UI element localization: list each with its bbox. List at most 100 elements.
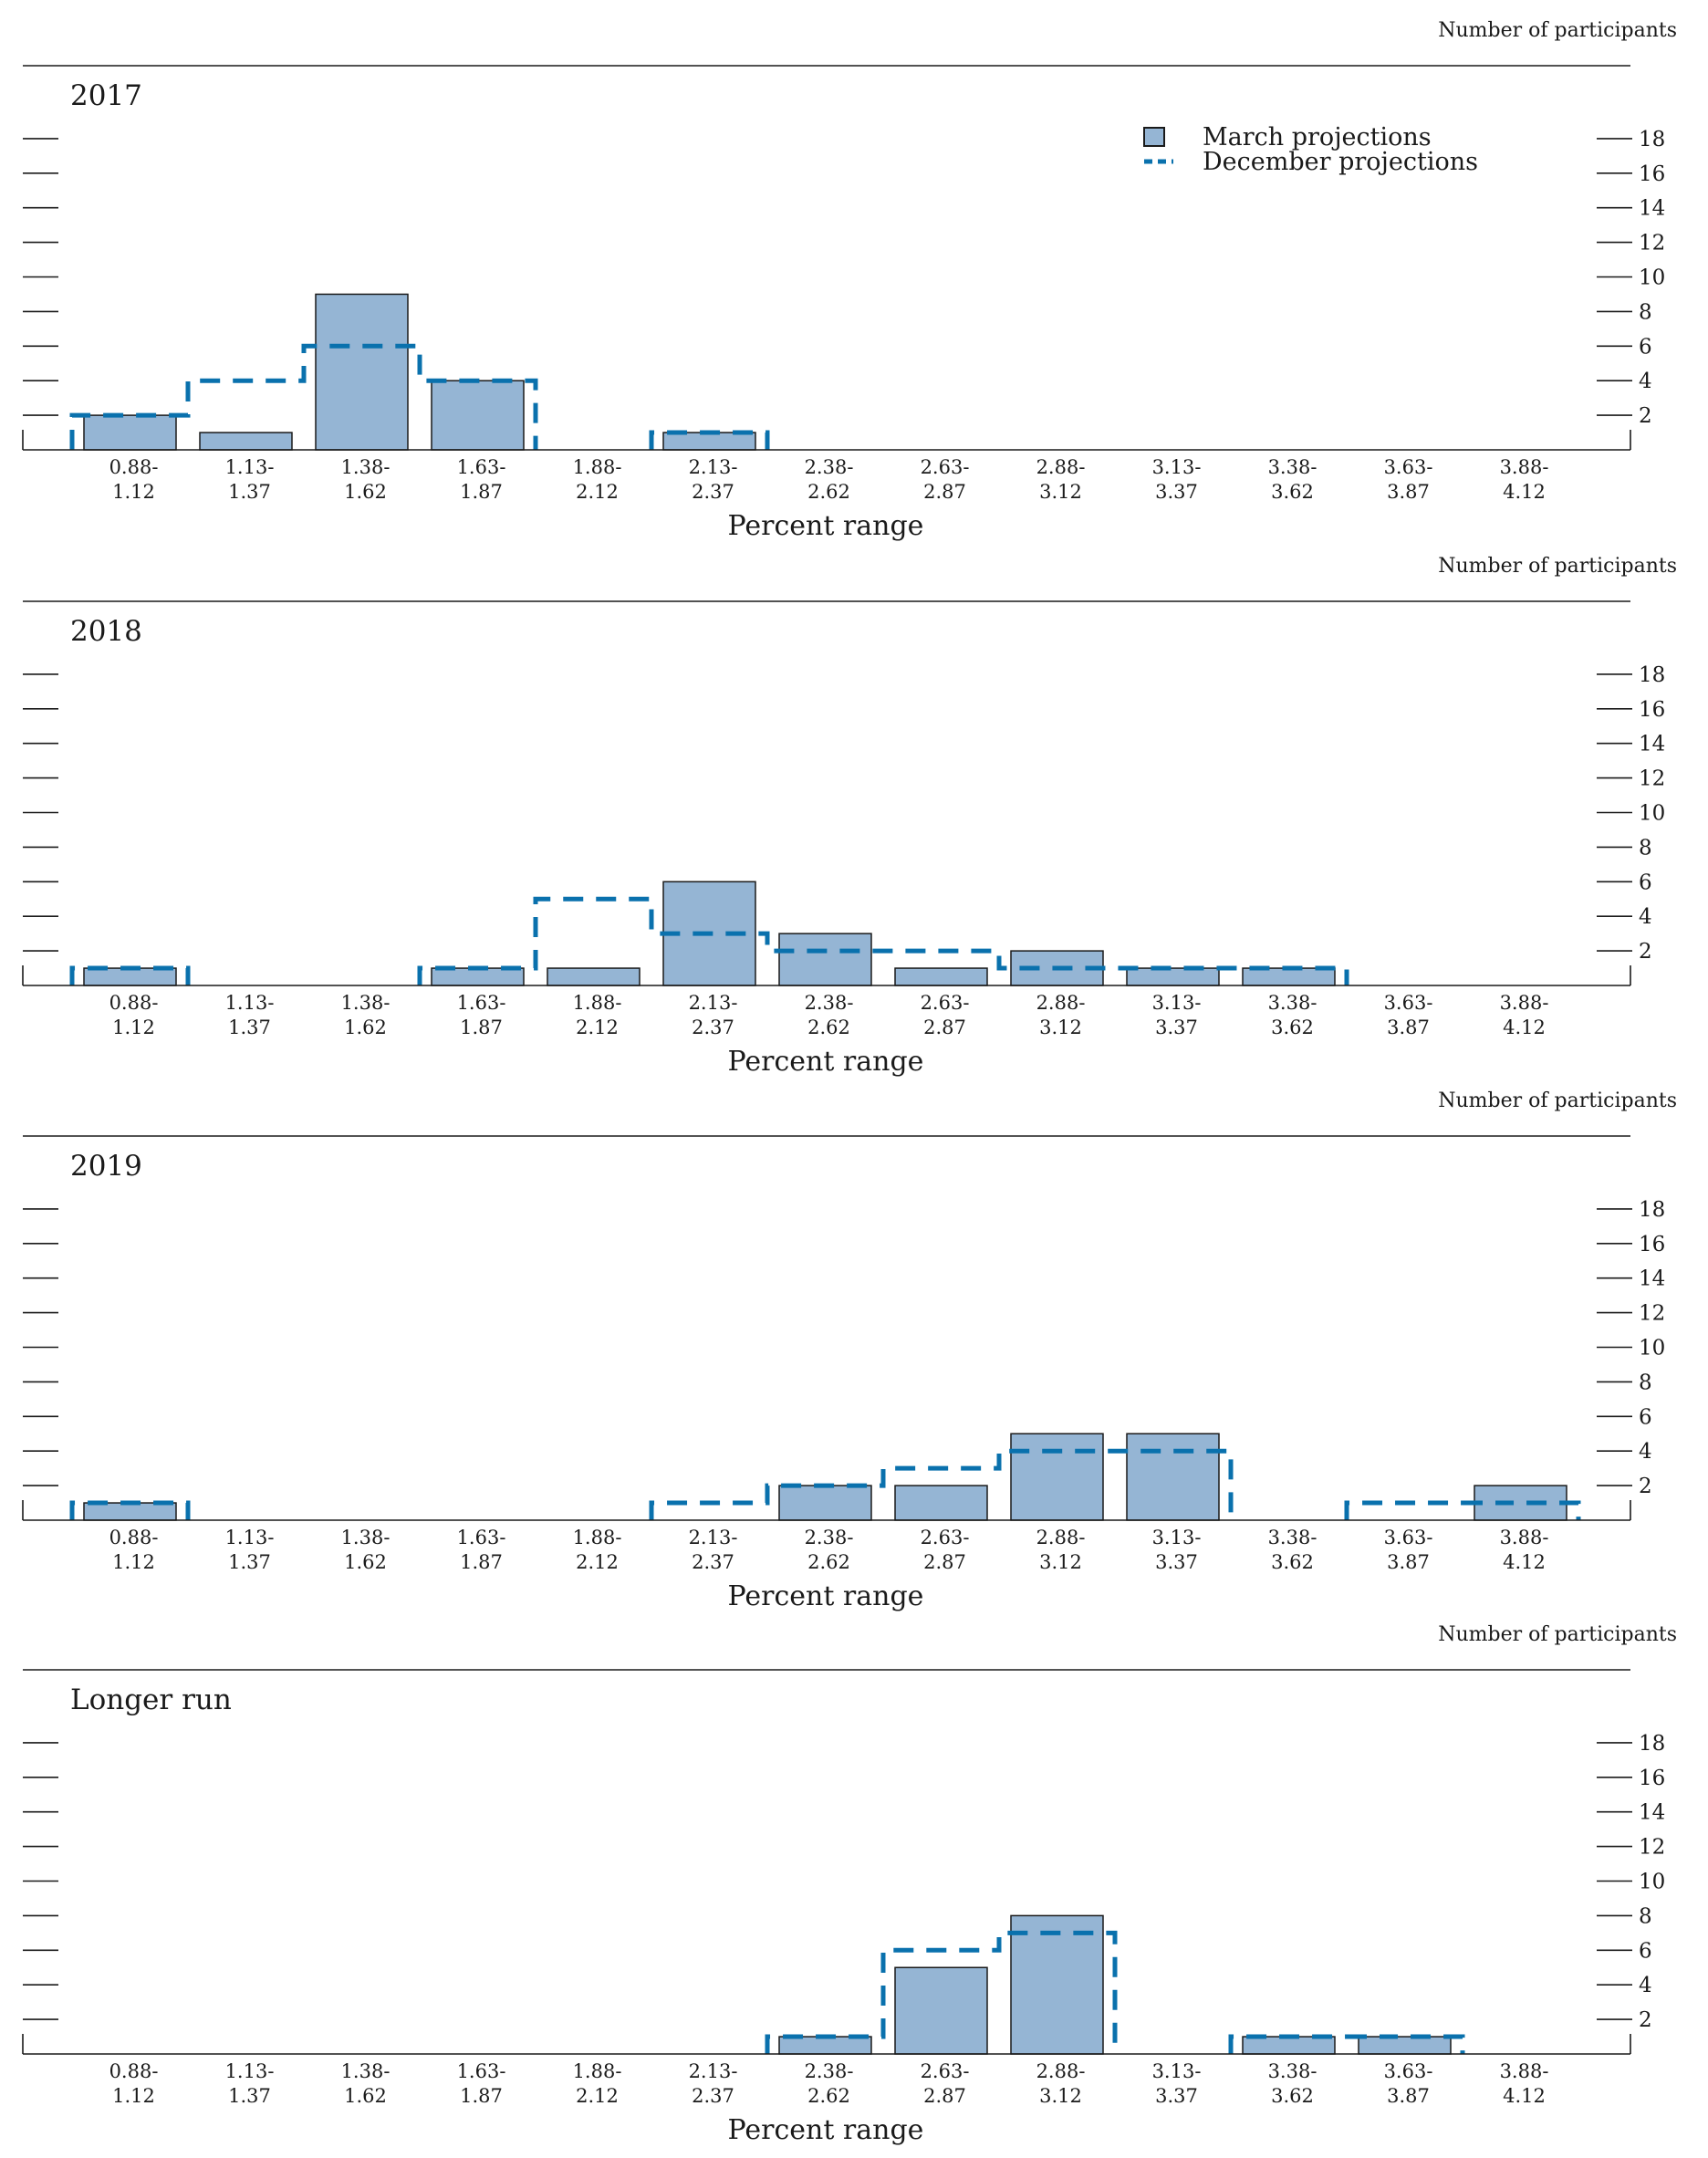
december-line	[1344, 1500, 1581, 1520]
december-line	[649, 430, 770, 450]
x-tick-label: 1.38-	[341, 456, 391, 478]
march-bar	[1242, 967, 1336, 986]
x-tick-label: 2.63-	[921, 1527, 970, 1548]
x-tick-label: 1.12	[112, 2085, 155, 2107]
december-line	[1228, 2034, 1465, 2054]
x-tick-label: 1.62	[344, 1016, 387, 1038]
y-tick-label: 2	[1639, 2008, 1652, 2032]
y-tick-label: 6	[1639, 1939, 1652, 1963]
x-tick-label: 3.12	[1039, 2085, 1082, 2107]
x-tick-label: 3.62	[1271, 481, 1314, 503]
march-bar	[778, 1485, 872, 1521]
x-tick-label: 3.62	[1271, 1016, 1314, 1038]
december-line	[649, 1448, 1234, 1520]
y-tick-label: 6	[1639, 870, 1652, 894]
y-tick-label: 8	[1639, 1904, 1652, 1928]
x-tick-label: 2.38-	[805, 2060, 854, 2082]
x-tick-label: 2.38-	[805, 456, 854, 478]
x-tick-label: 3.88-	[1500, 1527, 1549, 1548]
y-tick-label: 14	[1639, 197, 1665, 221]
march-bar	[1126, 1433, 1220, 1521]
x-tick-label: 0.88-	[109, 992, 159, 1014]
x-tick-label: 1.38-	[341, 1527, 391, 1548]
x-tick-label: 3.13-	[1152, 456, 1202, 478]
y-tick-label: 8	[1639, 1371, 1652, 1394]
legend-december-label: December projections	[1203, 148, 1478, 176]
december-line	[69, 965, 191, 985]
y-tick-label: 6	[1639, 335, 1652, 359]
december-line	[69, 343, 538, 450]
x-tick-label: 2.13-	[689, 456, 738, 478]
x-tick-label: 3.37	[1155, 1551, 1198, 1573]
x-axis-label: Percent range	[728, 2114, 924, 2146]
y-tick-label: 16	[1639, 1767, 1665, 1790]
x-tick-label: 1.12	[112, 1551, 155, 1573]
x-tick-label: 1.13-	[225, 2060, 275, 2082]
x-tick-label: 2.63-	[921, 992, 970, 1014]
december-line	[765, 1930, 1118, 2054]
x-tick-label: 3.87	[1387, 1551, 1430, 1573]
march-bar	[547, 967, 640, 986]
y-tick-label: 16	[1639, 1233, 1665, 1256]
x-tick-label: 1.38-	[341, 992, 391, 1014]
x-tick-label: 3.87	[1387, 1016, 1430, 1038]
x-tick-label: 1.87	[460, 481, 503, 503]
x-tick-label: 3.88-	[1500, 992, 1549, 1014]
x-tick-label: 2.13-	[689, 2060, 738, 2082]
y-tick-label: 4	[1639, 905, 1652, 929]
x-tick-label: 2.37	[692, 2085, 734, 2107]
y-tick-label: 14	[1639, 1801, 1665, 1825]
x-tick-label: 2.12	[576, 481, 619, 503]
y-tick-label: 18	[1639, 1732, 1665, 1756]
y-tick-label: 18	[1639, 663, 1665, 687]
x-tick-label: 1.87	[460, 1016, 503, 1038]
march-bar	[83, 414, 177, 451]
x-tick-label: 1.88-	[573, 456, 622, 478]
x-tick-label: 1.37	[228, 2085, 271, 2107]
y-axis-label: Number of participants	[1438, 555, 1677, 578]
march-bar	[778, 2036, 872, 2055]
y-tick-label: 18	[1639, 1198, 1665, 1222]
y-tick-label: 12	[1639, 1836, 1665, 1860]
y-tick-label: 6	[1639, 1405, 1652, 1429]
panel-2: Number of participants 2018 2 4 6 8 10 12 14 16 18…	[22, 555, 1677, 1078]
x-tick-label: 3.12	[1039, 481, 1082, 503]
x-tick-label: 1.63-	[457, 2060, 506, 2082]
march-bar	[894, 967, 988, 986]
panel-3: Number of participants 2019 2 4 6 8 10 12 14 16 18…	[22, 1089, 1677, 1612]
x-tick-label: 2.88-	[1036, 1527, 1086, 1548]
y-axis-label: Number of participants	[1438, 19, 1677, 42]
x-tick-label: 2.63-	[921, 2060, 970, 2082]
panel-title: Longer run	[70, 1684, 232, 1716]
x-tick-label: 1.62	[344, 481, 387, 503]
x-tick-label: 1.37	[228, 1016, 271, 1038]
x-tick-label: 4.12	[1503, 481, 1546, 503]
y-tick-label: 10	[1639, 266, 1665, 290]
march-bar	[1010, 1433, 1104, 1521]
x-tick-label: 3.62	[1271, 2085, 1314, 2107]
x-tick-label: 0.88-	[109, 456, 159, 478]
x-tick-label: 1.62	[344, 1551, 387, 1573]
march-bar	[1126, 967, 1220, 986]
y-tick-label: 10	[1639, 1871, 1665, 1894]
x-tick-label: 1.63-	[457, 1527, 506, 1548]
x-tick-label: 3.62	[1271, 1551, 1314, 1573]
x-axis-label: Percent range	[728, 1580, 924, 1612]
x-tick-label: 2.12	[576, 1016, 619, 1038]
x-tick-label: 0.88-	[109, 1527, 159, 1548]
x-tick-label: 3.12	[1039, 1016, 1082, 1038]
y-tick-label: 2	[1639, 1475, 1652, 1498]
y-tick-label: 12	[1639, 767, 1665, 791]
march-bar	[778, 933, 872, 986]
y-tick-label: 16	[1639, 162, 1665, 186]
x-tick-label: 1.88-	[573, 2060, 622, 2082]
march-bar	[83, 967, 177, 986]
x-tick-label: 3.87	[1387, 2085, 1430, 2107]
x-tick-label: 3.13-	[1152, 2060, 1202, 2082]
x-tick-label: 2.62	[807, 1016, 850, 1038]
x-tick-label: 2.88-	[1036, 992, 1086, 1014]
x-tick-label: 1.13-	[225, 456, 275, 478]
x-tick-label: 2.62	[807, 2085, 850, 2107]
x-tick-label: 2.88-	[1036, 2060, 1086, 2082]
